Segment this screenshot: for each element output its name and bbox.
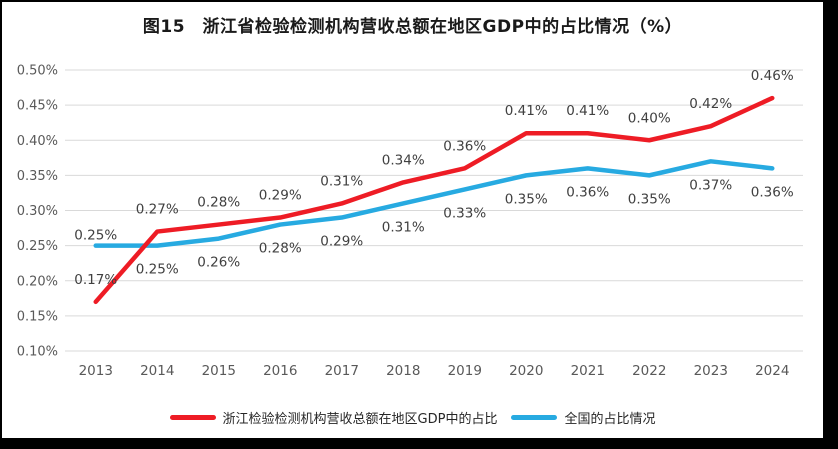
y-axis-tick-label: 0.40% <box>17 134 58 149</box>
chart-title: 图15 浙江省检验检测机构营收总额在地区GDP中的占比情况（%） <box>142 17 683 37</box>
data-label: 0.25% <box>136 262 179 278</box>
data-label: 0.17% <box>74 272 117 288</box>
x-axis-tick-label: 2016 <box>263 363 297 379</box>
data-label: 0.34% <box>382 152 425 168</box>
data-label: 0.42% <box>689 96 732 112</box>
data-label: 0.29% <box>320 234 363 250</box>
data-label: 0.36% <box>751 184 794 200</box>
y-axis-tick-label: 0.45% <box>17 99 58 114</box>
y-axis-tick-label: 0.25% <box>17 239 58 254</box>
x-axis-tick-label: 2024 <box>755 363 789 379</box>
y-axis-tick-label: 0.35% <box>17 169 58 184</box>
legend-label-zhejiang: 浙江检验检测机构营收总额在地区GDP中的占比 <box>222 412 498 427</box>
data-label: 0.35% <box>628 191 671 207</box>
x-axis-tick-label: 2021 <box>571 363 605 379</box>
data-label: 0.40% <box>628 110 671 126</box>
x-axis-tick-label: 2022 <box>632 363 666 379</box>
data-label: 0.27% <box>136 202 179 218</box>
x-axis-tick-label: 2015 <box>202 363 236 379</box>
series-line-zhejiang <box>93 95 775 305</box>
data-label: 0.41% <box>566 103 609 119</box>
legend-line-swatch-blue <box>511 415 558 420</box>
x-axis-tick-label: 2018 <box>386 363 420 379</box>
legend-label-national: 全国的占比情况 <box>564 412 656 427</box>
data-label: 0.36% <box>443 138 486 154</box>
x-axis-tick-label: 2013 <box>79 363 113 379</box>
data-label: 0.35% <box>505 191 548 207</box>
chart-figure: 图15 浙江省检验检测机构营收总额在地区GDP中的占比情况（%） 0.50% 0.… <box>2 2 823 438</box>
line-chart-plot-area: 0.50% 0.45% 0.40% 0.35% 0.30% 0.25% 0.20% 0.15%… <box>17 64 803 379</box>
y-axis-tick-label: 0.30% <box>17 204 58 219</box>
data-label: 0.36% <box>566 184 609 200</box>
data-label: 0.26% <box>197 255 240 271</box>
chart-legend: 浙江检验检测机构营收总额在地区GDP中的占比 全国的占比情况 <box>2 408 823 427</box>
data-label: 0.28% <box>197 195 240 211</box>
legend-line-swatch-red <box>169 415 216 420</box>
data-label: 0.31% <box>320 173 363 189</box>
data-label: 0.37% <box>689 177 732 193</box>
x-axis-tick-label: 2014 <box>140 363 174 379</box>
data-label: 0.29% <box>259 188 302 204</box>
data-label: 0.28% <box>259 241 302 257</box>
x-axis-tick-label: 2023 <box>694 363 728 379</box>
y-axis-tick-label: 0.50% <box>17 64 58 79</box>
data-label: 0.31% <box>382 219 425 235</box>
x-axis-tick-label: 2020 <box>509 363 543 379</box>
data-label: 0.25% <box>74 228 117 244</box>
x-axis-tick-label: 2019 <box>448 363 482 379</box>
y-axis-tick-label: 0.15% <box>17 309 58 324</box>
data-label: 0.33% <box>443 205 486 221</box>
series-line-national <box>93 159 775 248</box>
legend-item-zhejiang: 浙江检验检测机构营收总额在地区GDP中的占比 <box>169 408 498 427</box>
y-axis-tick-label: 0.20% <box>17 274 58 289</box>
data-label: 0.46% <box>751 68 794 84</box>
x-axis-tick-label: 2017 <box>325 363 359 379</box>
y-axis-tick-label: 0.10% <box>17 345 58 360</box>
legend-item-national: 全国的占比情况 <box>511 408 655 427</box>
data-label: 0.41% <box>505 103 548 119</box>
